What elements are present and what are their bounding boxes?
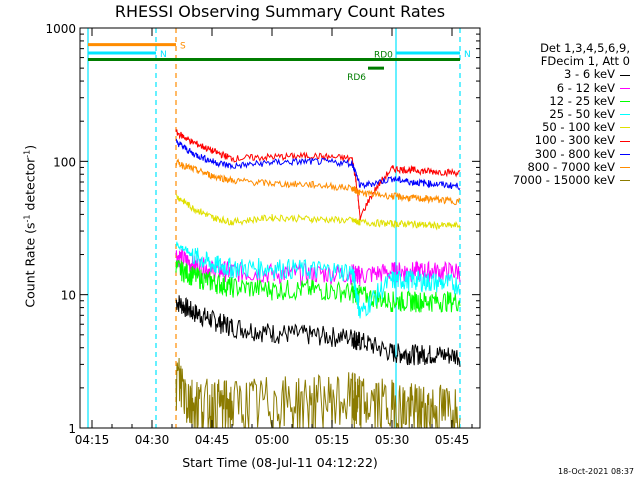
legend-swatch (620, 74, 630, 76)
legend-swatch (620, 153, 630, 155)
series-7000to15000keV (175, 357, 461, 429)
series-line-5 (175, 129, 461, 221)
plot-frame (79, 27, 481, 429)
legend-entry-label: 50 - 100 keV (542, 120, 615, 135)
legend-entry-label: 7000 - 15000 keV (512, 173, 615, 188)
series-line-8 (175, 357, 461, 429)
legend-swatch (620, 114, 630, 116)
series-line-3 (175, 241, 461, 319)
legend-entry: 50 - 100 keV (470, 121, 630, 134)
legend-entry-label: 300 - 800 keV (534, 146, 615, 161)
series-line-6 (175, 138, 461, 191)
legend-swatch (620, 100, 630, 102)
x-tick-label-2: 04:45 (195, 433, 230, 447)
x-tick-label-1: 04:30 (135, 433, 170, 447)
x-tick-label-3: 05:00 (255, 433, 290, 447)
legend-swatch (620, 87, 630, 89)
series-800to7000keV (175, 158, 461, 206)
series-line-1 (175, 248, 461, 287)
timestamp: 18-Oct-2021 08:37 (558, 467, 634, 476)
legend: Det 1,3,4,5,6,9, FDecim 1, Att 0 3 - 6 k… (470, 41, 630, 188)
legend-entry: 3 - 6 keV (470, 68, 630, 81)
series-12to25keV (175, 259, 461, 313)
flag-label-2: N (464, 50, 471, 60)
legend-entry: 100 - 300 keV (470, 134, 630, 147)
y-tick-label-2: 100 (53, 155, 76, 169)
flag-label-1: N (160, 50, 167, 60)
flag-label-3: RD0 (374, 51, 393, 61)
legend-header-decim: FDecim 1, Att 0 (540, 54, 630, 69)
y-axis-label: Count Rate (s-1 detector-1) (22, 144, 38, 308)
flag-label-4: RD6 (347, 73, 366, 83)
chart-title: RHESSI Observing Summary Count Rates (114, 2, 446, 21)
series-line-7 (175, 158, 461, 206)
legend-entry: 12 - 25 keV (470, 93, 630, 108)
legend-entry: 800 - 7000 keV (470, 159, 630, 174)
legend-swatch (620, 127, 630, 129)
series-100to300keV (175, 129, 461, 221)
series-300to800keV (175, 138, 461, 191)
legend-entry: 300 - 800 keV (470, 146, 630, 161)
legend-entry: 6 - 12 keV (470, 80, 630, 95)
series-3to6keV (175, 295, 461, 367)
x-axis-label: Start Time (08-Jul-11 04:12:22) (182, 455, 378, 470)
y-tick-label-1: 10 (61, 289, 76, 303)
flag-label-0: S (180, 42, 186, 52)
x-tick-label-4: 05:15 (315, 433, 350, 447)
legend-entry-label: 12 - 25 keV (549, 93, 615, 108)
series-25to50keV (175, 241, 461, 319)
y-tick-label-3: 1000 (45, 22, 76, 36)
legend-swatch (620, 166, 630, 168)
legend-swatch (620, 180, 630, 182)
legend-entry-label: 3 - 6 keV (564, 67, 615, 82)
legend-entry-label: 100 - 300 keV (534, 133, 615, 148)
legend-entry-label: 800 - 7000 keV (527, 159, 615, 174)
legend-entry: 7000 - 15000 keV (470, 173, 630, 188)
legend-entry-label: 25 - 50 keV (549, 107, 615, 122)
legend-header-detectors: Det 1,3,4,5,6,9, (540, 41, 630, 55)
y-tick-label-0: 1 (68, 422, 76, 436)
series-50to100keV (175, 193, 461, 231)
series-line-0 (175, 295, 461, 367)
legend-swatch (620, 140, 630, 142)
legend-entry-label: 6 - 12 keV (556, 80, 615, 95)
series-line-4 (175, 193, 461, 231)
x-tick-label-0: 04:15 (75, 433, 110, 447)
series-6to12keV (175, 248, 461, 287)
x-tick-label-6: 05:45 (435, 433, 470, 447)
series-line-2 (175, 259, 461, 313)
legend-entry: 25 - 50 keV (470, 107, 630, 122)
x-tick-label-5: 05:30 (375, 433, 410, 447)
